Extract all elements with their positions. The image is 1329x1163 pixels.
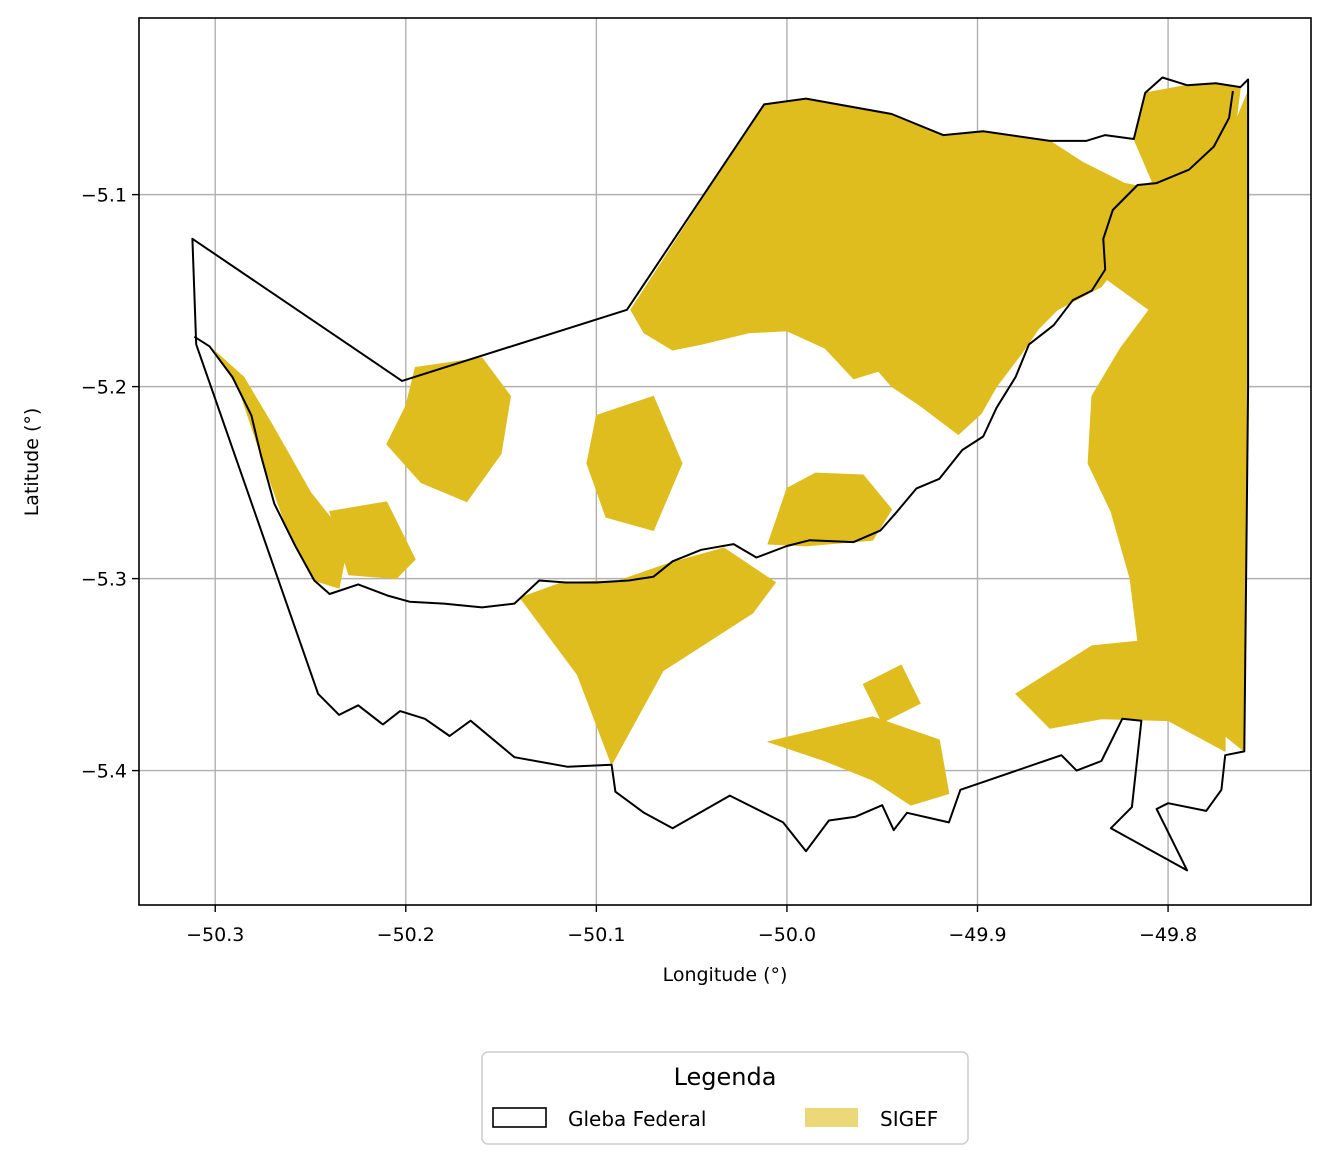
sigef-parcel bbox=[329, 501, 416, 579]
sigef-parcel bbox=[519, 547, 776, 766]
sigef-parcel bbox=[767, 716, 950, 806]
legend-title: Legenda bbox=[674, 1063, 777, 1091]
legend-gleba-swatch bbox=[492, 1107, 547, 1128]
legend-sigef-swatch bbox=[805, 1108, 858, 1127]
gleba-federal-boundary bbox=[191, 76, 1250, 872]
x-tick-label: −49.9 bbox=[948, 924, 1006, 946]
y-tick-label: −5.1 bbox=[81, 185, 127, 207]
legend-sigef-label: SIGEF bbox=[880, 1107, 938, 1131]
sigef-parcel bbox=[767, 472, 893, 547]
y-axis-ticks: −5.1 −5.2 −5.3 −5.4 bbox=[81, 185, 139, 783]
legend: Legenda Gleba Federal SIGEF bbox=[481, 1051, 969, 1145]
sigef-parcel bbox=[862, 664, 921, 723]
x-tick-label: −50.0 bbox=[758, 924, 816, 946]
sigef-parcel bbox=[209, 345, 350, 589]
sigef-parcel bbox=[386, 357, 512, 503]
y-axis-label: Latitude (°) bbox=[21, 408, 43, 517]
x-tick-label: −50.1 bbox=[567, 924, 625, 946]
legend-gleba-label: Gleba Federal bbox=[568, 1107, 706, 1131]
x-tick-label: −50.3 bbox=[186, 924, 244, 946]
y-tick-label: −5.2 bbox=[81, 377, 127, 399]
x-tick-label: −49.8 bbox=[1139, 924, 1197, 946]
x-axis-label: Longitude (°) bbox=[663, 964, 788, 986]
x-axis-ticks: −50.3 −50.2 −50.1 −50.0 −49.9 −49.8 bbox=[186, 905, 1197, 946]
y-tick-label: −5.4 bbox=[81, 761, 127, 783]
plot-frame bbox=[138, 17, 1312, 906]
sigef-parcel bbox=[1015, 635, 1226, 752]
gleba-internal-boundary bbox=[193, 90, 1234, 609]
gleba-federal-outline bbox=[191, 76, 1250, 872]
sigef-parcels bbox=[209, 82, 1249, 806]
x-tick-label: −50.2 bbox=[377, 924, 435, 946]
y-tick-label: −5.3 bbox=[81, 569, 127, 591]
sigef-parcel bbox=[586, 395, 683, 531]
